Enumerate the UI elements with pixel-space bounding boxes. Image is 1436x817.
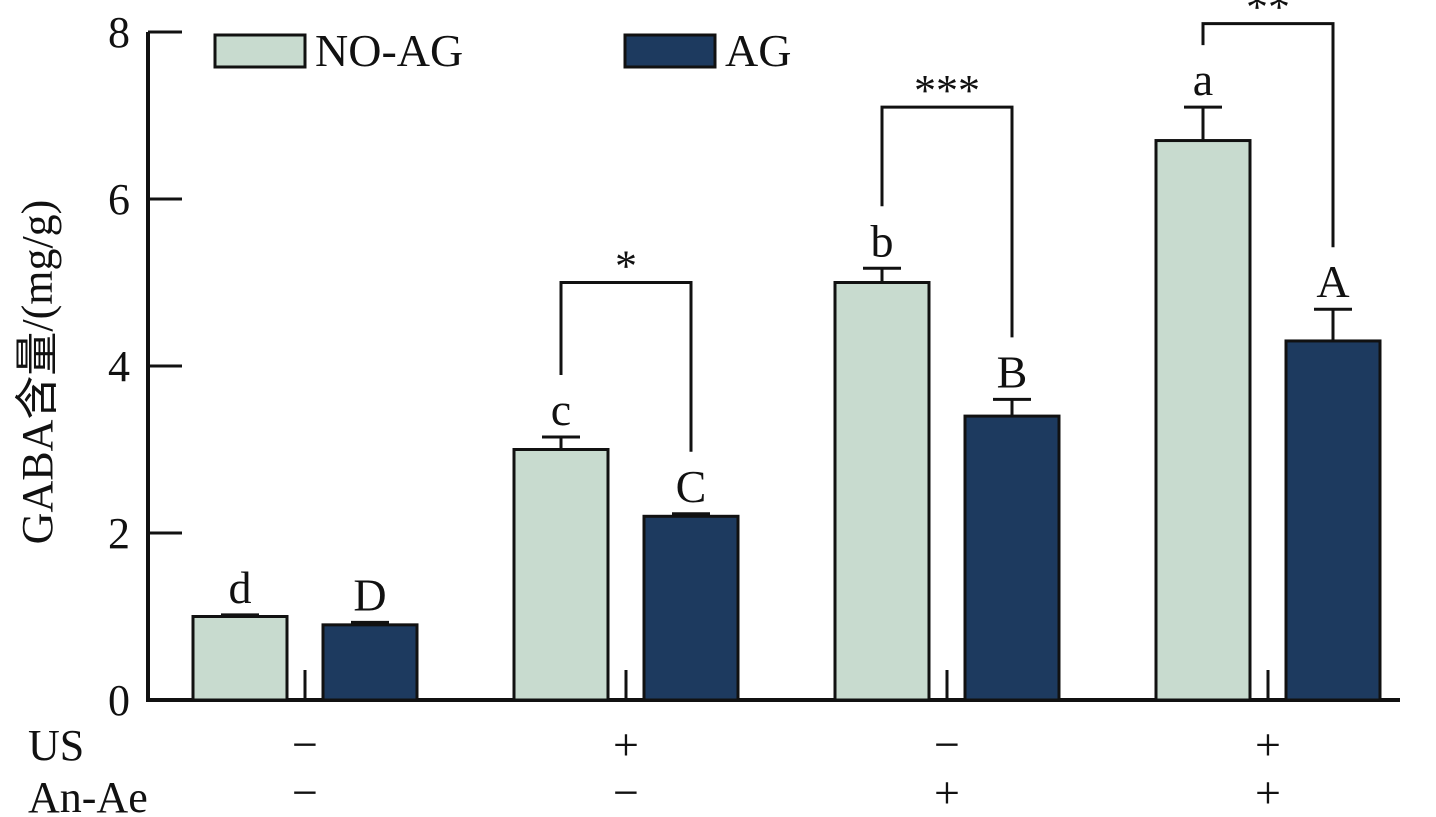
row-label-us: US (28, 721, 84, 770)
legend-label-no-ag: NO-AG (315, 25, 463, 76)
significance-letter: A (1316, 256, 1349, 307)
y-tick-label: 4 (108, 342, 130, 391)
bar-ag-1 (321, 623, 419, 702)
y-axis-label: GABA含量/(mg/g) (13, 200, 62, 545)
significance-letter: d (229, 562, 252, 613)
row-label-an-ae: An-Ae (28, 773, 148, 817)
significance-letter: C (676, 461, 707, 512)
significance-stars: * (615, 242, 637, 291)
us-sign: + (1255, 719, 1281, 770)
y-tick-label: 0 (108, 676, 130, 725)
significance-stars: ** (1246, 0, 1290, 32)
us-sign: + (613, 719, 639, 770)
bar-no-ag-3 (833, 281, 931, 702)
y-tick-label: 2 (108, 509, 130, 558)
an-ae-sign: − (613, 767, 639, 817)
bar-ag-2 (642, 514, 740, 702)
legend-swatch-no-ag (213, 33, 307, 69)
significance-letter: a (1193, 54, 1213, 105)
significance-stars: *** (914, 66, 980, 115)
significance-letter: c (551, 384, 571, 435)
significance-letter: B (997, 346, 1028, 397)
bars: d Dc Cb Ba A (191, 54, 1382, 702)
us-sign: − (934, 719, 960, 770)
significance-letter: b (871, 215, 894, 266)
significance-bracket (559, 281, 693, 452)
an-ae-sign: − (292, 767, 318, 817)
bar-no-ag-4 (1154, 139, 1252, 702)
significance-brackets: ****** (559, 0, 1335, 452)
y-tick-label: 6 (108, 175, 130, 224)
legend-label-ag: AG (725, 25, 791, 76)
us-sign: − (292, 719, 318, 770)
significance-bracket (1201, 22, 1335, 248)
an-ae-sign: + (934, 767, 960, 817)
bar-no-ag-1 (191, 615, 289, 702)
significance-letter: D (353, 569, 386, 620)
bar-no-ag-2 (512, 448, 610, 702)
y-ticks: 0 2 4 6 8 (108, 8, 182, 725)
legend-swatch-ag (623, 33, 717, 69)
bar-ag-3 (963, 414, 1061, 702)
bar-ag-4 (1284, 339, 1382, 702)
an-ae-sign: + (1255, 767, 1281, 817)
y-tick-label: 8 (108, 8, 130, 57)
significance-bracket (880, 105, 1014, 338)
legend: NO-AG AG (213, 25, 791, 76)
